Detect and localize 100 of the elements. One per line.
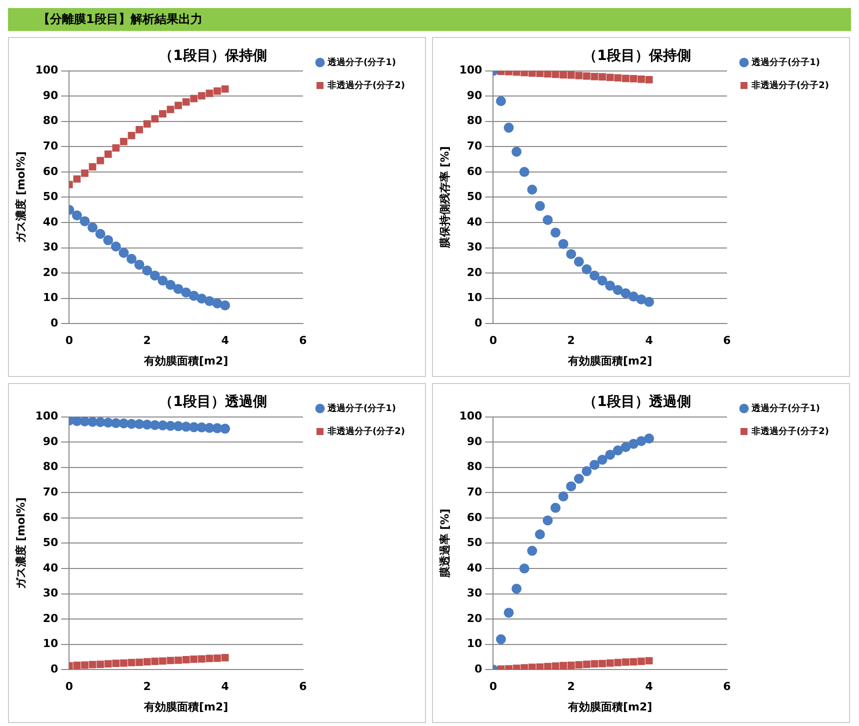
point — [558, 491, 568, 502]
point — [560, 662, 567, 670]
point — [638, 75, 645, 83]
point — [574, 474, 584, 484]
x-tick-label: 0 — [65, 334, 74, 348]
point — [182, 98, 190, 106]
point — [620, 288, 631, 298]
point — [88, 163, 96, 171]
x-axis-title: 有効膜面積[m2] — [143, 354, 228, 368]
x-tick-label: 4 — [645, 334, 654, 348]
point — [628, 438, 638, 449]
point — [212, 298, 222, 308]
point — [636, 294, 646, 304]
y-tick-label: 70 — [466, 486, 483, 498]
point — [174, 102, 182, 110]
point — [504, 122, 514, 133]
point — [73, 662, 81, 669]
point — [638, 658, 645, 665]
point — [221, 654, 229, 662]
y-tick-label: 100 — [35, 410, 58, 423]
y-tick-label: 100 — [35, 64, 58, 77]
point — [136, 658, 143, 666]
point — [151, 658, 159, 665]
x-axis-title: 有効膜面積[m2] — [143, 700, 228, 714]
point — [630, 658, 638, 666]
point — [174, 656, 182, 664]
point — [110, 241, 121, 252]
legend-label: 非透過分子(分子2) — [750, 80, 830, 91]
point — [221, 85, 229, 93]
legend-label: 非透過分子(分子2) — [750, 426, 830, 437]
y-tick-label: 0 — [474, 662, 483, 676]
point — [118, 248, 129, 258]
point — [612, 284, 623, 295]
point — [88, 660, 96, 668]
point — [173, 284, 184, 294]
y-tick-label: 10 — [42, 637, 59, 650]
point — [103, 235, 114, 246]
y-tick-label: 0 — [50, 316, 59, 330]
y-tick-label: 60 — [42, 510, 59, 524]
y-tick-label: 30 — [466, 586, 483, 600]
y-axis-title: ガス濃度 [mol%] — [14, 151, 28, 244]
y-tick-label: 80 — [42, 460, 59, 474]
y-tick-label: 80 — [466, 460, 483, 474]
point — [504, 608, 514, 618]
point — [590, 660, 598, 668]
point — [544, 70, 552, 78]
point — [605, 280, 616, 291]
point — [96, 660, 104, 668]
legend-label: 透過分子(分子1) — [750, 56, 820, 68]
point — [614, 658, 622, 666]
chart-title: （1段目）保持側 — [159, 48, 267, 64]
point — [589, 460, 600, 470]
point — [196, 294, 207, 304]
y-tick-label: 20 — [466, 612, 483, 625]
point — [583, 660, 590, 668]
point — [190, 94, 198, 102]
point — [81, 170, 88, 177]
point — [644, 296, 654, 307]
point — [598, 660, 606, 668]
point — [630, 74, 638, 82]
point — [527, 184, 538, 195]
point — [158, 276, 168, 286]
x-tick-label: 0 — [489, 334, 498, 348]
y-tick-label: 90 — [42, 88, 59, 102]
point — [628, 292, 638, 302]
point — [128, 658, 136, 666]
point — [81, 661, 88, 669]
y-tick-label: 50 — [42, 190, 59, 204]
point — [544, 662, 552, 670]
y-axis-title: 膜保持側残存率 [%] — [438, 146, 452, 250]
point — [644, 434, 654, 444]
point — [567, 71, 575, 79]
y-tick-label: 20 — [466, 266, 483, 279]
point — [536, 663, 544, 670]
y-tick-label: 0 — [50, 662, 59, 676]
x-axis-title: 有効膜面積[m2] — [567, 700, 652, 714]
point — [589, 270, 600, 281]
point — [620, 442, 631, 452]
point — [104, 660, 112, 668]
x-tick-label: 6 — [723, 334, 732, 348]
y-tick-label: 80 — [42, 114, 59, 128]
y-tick-label: 100 — [459, 410, 482, 423]
point — [73, 175, 81, 183]
point — [636, 436, 646, 446]
point — [112, 660, 120, 667]
point — [622, 74, 630, 82]
point — [95, 228, 106, 239]
legend-label: 透過分子(分子1) — [750, 402, 820, 414]
point — [520, 664, 528, 670]
point — [574, 256, 584, 267]
legend-label: 透過分子(分子1) — [326, 402, 396, 414]
point — [542, 515, 553, 526]
x-tick-label: 2 — [143, 334, 151, 348]
y-tick-label: 60 — [466, 164, 483, 178]
point — [143, 658, 151, 666]
x-tick-label: 2 — [567, 334, 575, 348]
point — [198, 655, 206, 663]
point — [512, 584, 522, 594]
point — [214, 87, 221, 95]
point — [134, 260, 144, 270]
